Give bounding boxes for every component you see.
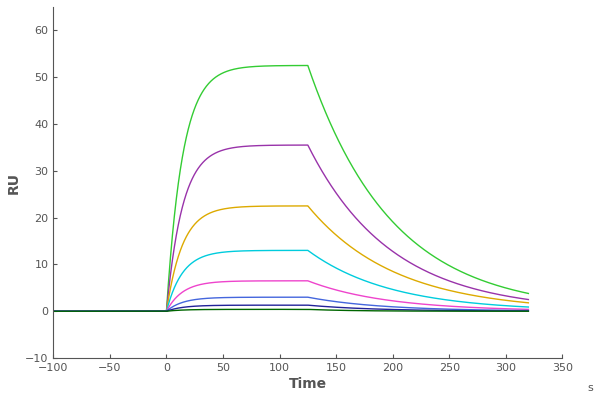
Text: s: s — [587, 383, 593, 393]
X-axis label: Time: Time — [289, 377, 327, 391]
Y-axis label: RU: RU — [7, 172, 21, 194]
